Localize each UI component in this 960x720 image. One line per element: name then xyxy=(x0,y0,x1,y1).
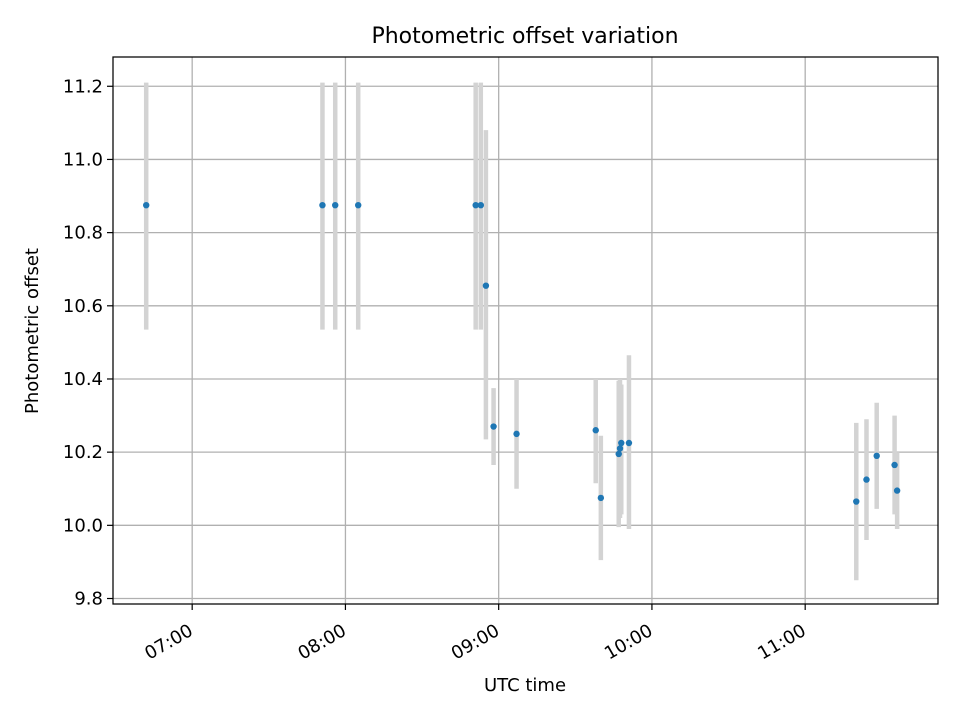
data-point xyxy=(893,487,901,494)
data-point xyxy=(615,450,622,458)
plot-area xyxy=(113,57,938,604)
data-point xyxy=(863,476,870,483)
data-point xyxy=(597,494,605,502)
data-point xyxy=(873,452,880,460)
y-tick-label: 10.0 xyxy=(63,515,103,536)
data-point xyxy=(355,201,362,209)
data-point xyxy=(332,201,339,209)
data-point xyxy=(625,439,633,447)
data-point xyxy=(891,461,898,469)
y-tick-label: 11.2 xyxy=(63,76,103,97)
data-point xyxy=(477,201,485,209)
data-points xyxy=(143,201,901,505)
data-point xyxy=(319,201,326,209)
chart-title: Photometric offset variation xyxy=(371,24,678,49)
data-point xyxy=(592,427,599,434)
plot-frame xyxy=(112,56,939,605)
x-axis-label: UTC time xyxy=(484,675,566,696)
y-tick-label: 9.8 xyxy=(74,589,103,610)
data-point xyxy=(618,439,625,447)
data-point xyxy=(143,201,150,209)
y-tick-label: 10.2 xyxy=(63,442,103,463)
data-point xyxy=(616,445,624,452)
y-tick-label: 10.8 xyxy=(63,223,103,244)
grid-lines xyxy=(113,57,938,604)
y-axis-label: Photometric offset xyxy=(22,248,43,414)
data-point xyxy=(490,423,497,430)
data-point xyxy=(472,201,479,209)
y-tick-label: 10.6 xyxy=(63,296,103,317)
data-point xyxy=(482,282,490,289)
y-axis-ticks: 9.8 10.0 10.2 10.4 10.6 10.8 11.0 11.2 xyxy=(63,76,113,610)
data-point xyxy=(513,430,520,438)
y-tick-label: 10.4 xyxy=(63,369,103,390)
y-tick-label: 11.0 xyxy=(63,149,103,170)
data-point xyxy=(853,498,860,505)
